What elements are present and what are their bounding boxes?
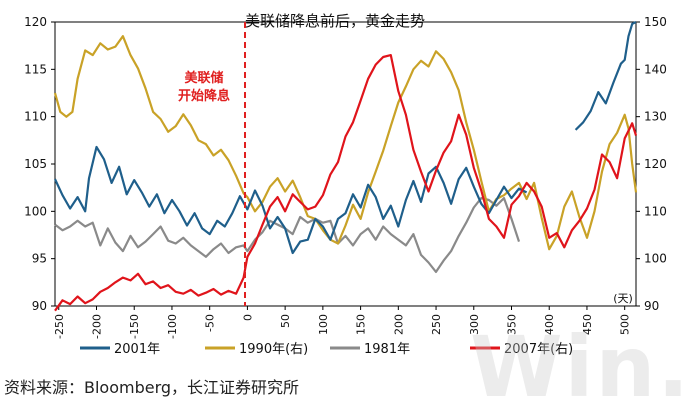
series-line-3: [54, 54, 638, 312]
y-right-tick-label: 100: [644, 252, 667, 266]
series-line-1: [53, 35, 638, 251]
x-axis: -250 -200 -150 -100 -50 0 50 100 150 200 250 300 350…: [53, 306, 632, 339]
x-tick-label: -50: [204, 314, 217, 332]
series-layer: [53, 21, 638, 312]
x-tick-label: 450: [581, 314, 594, 335]
legend-label-1: 1990年(右): [239, 342, 308, 357]
y-right-tick-label: 90: [644, 299, 659, 313]
y-right-tick-label: 150: [644, 15, 667, 29]
legend-label-2: 1981年: [364, 342, 410, 357]
x-tick-label: -200: [91, 314, 104, 339]
x-tick-label: 300: [468, 314, 481, 335]
y-axis-right: 90 100 110 120 130 140 150: [636, 15, 667, 313]
y-left-tick-label: 115: [24, 62, 47, 76]
plot-frame: [54, 21, 637, 307]
x-tick-label: -100: [166, 314, 179, 339]
y-left-tick-label: 105: [24, 157, 47, 171]
y-right-tick-label: 110: [644, 204, 667, 218]
x-axis-unit: (天): [613, 292, 633, 305]
x-tick-label: 50: [279, 314, 292, 328]
legend: 2001年 1990年(右) 1981年 2007年(右): [80, 342, 573, 357]
series-line-0: [54, 145, 528, 255]
y-right-tick-label: 130: [644, 110, 667, 124]
x-tick-label: -250: [53, 314, 66, 339]
x-tick-label: 200: [392, 314, 405, 335]
y-left-tick-label: 90: [32, 299, 47, 313]
x-tick-label: 150: [355, 314, 368, 335]
y-left-tick-label: 110: [24, 110, 47, 124]
x-tick-label: 250: [430, 314, 443, 335]
legend-label-0: 2001年: [114, 342, 160, 357]
y-left-tick-label: 100: [24, 204, 47, 218]
source-note: 资料来源：Bloomberg，长江证券研究所: [4, 378, 300, 397]
series-line-0: [574, 21, 637, 131]
x-tick-label: 400: [543, 314, 556, 335]
x-tick-label: 100: [317, 314, 330, 335]
legend-label-3: 2007年(右): [504, 342, 573, 357]
y-right-tick-label: 140: [644, 62, 667, 76]
x-tick-label: 350: [506, 314, 519, 335]
chart-title: 美联储降息前后，黄金走势: [245, 12, 425, 30]
rate-cut-annotation-line1: 美联储: [184, 70, 223, 86]
x-tick-label: 0: [241, 314, 254, 321]
y-left-tick-label: 95: [32, 252, 47, 266]
x-tick-label: -150: [128, 314, 141, 339]
x-tick-label: 500: [619, 314, 632, 335]
rate-cut-annotation-line2: 开始降息: [178, 88, 230, 104]
y-left-tick-label: 120: [24, 15, 47, 29]
watermark: Win.d: [470, 318, 684, 411]
y-right-tick-label: 120: [644, 157, 667, 171]
y-axis-left: 90 95 100 105 110 115 120: [24, 15, 55, 313]
